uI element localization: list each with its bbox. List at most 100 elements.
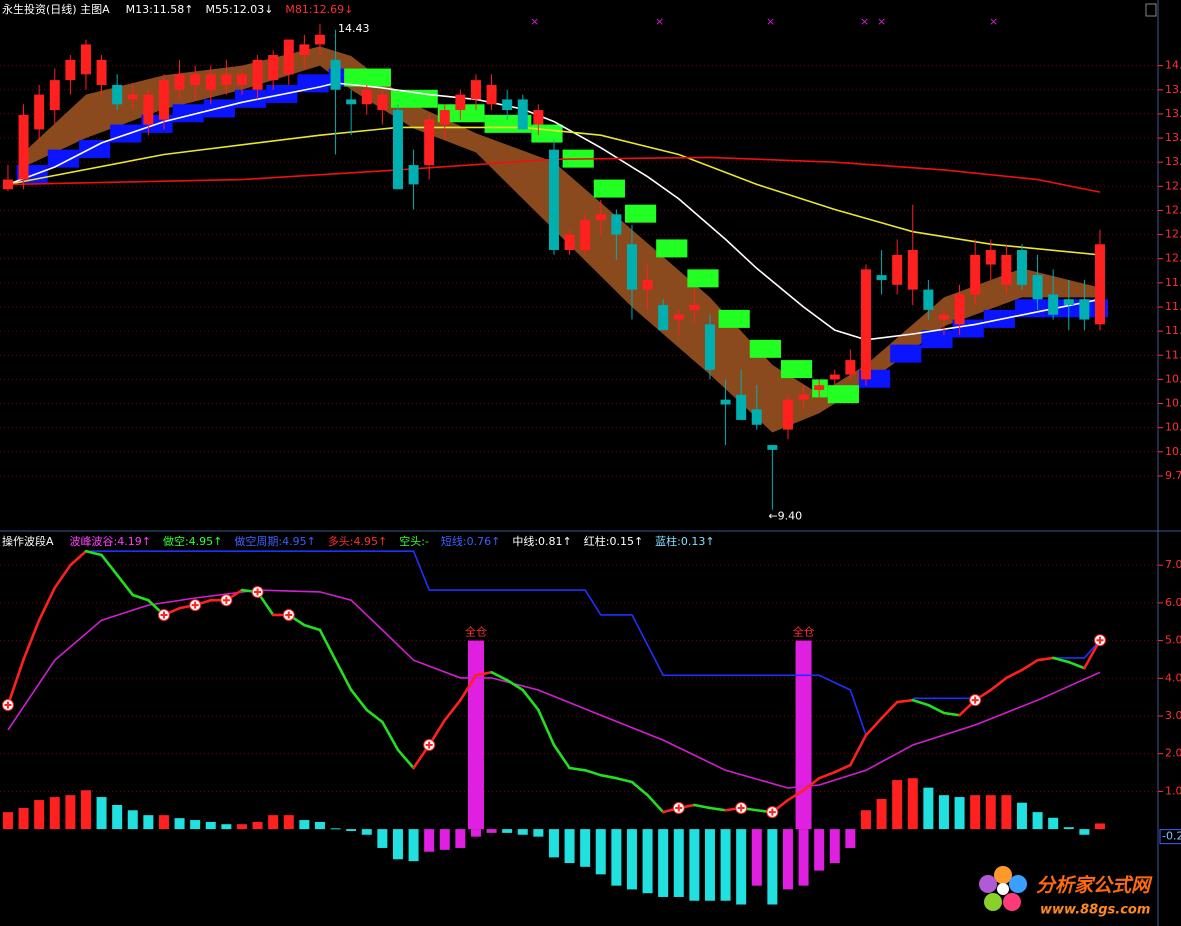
signal-line-segment [880, 700, 899, 720]
y-tick-label: 12.50 [1165, 203, 1181, 216]
histogram-bar [876, 798, 887, 830]
signal-line-segment [552, 743, 571, 770]
histogram-bar [236, 824, 247, 830]
candle-body [330, 59, 341, 90]
histogram-bar [330, 828, 341, 830]
candle-body [424, 119, 435, 166]
line-series [7, 126, 1101, 256]
histogram-bar [767, 829, 778, 905]
top-marker: × [766, 15, 775, 28]
candle-body [580, 220, 591, 251]
line-series [7, 82, 1101, 341]
band-block [780, 360, 813, 379]
signal-line-segment [69, 549, 88, 567]
candle-body [938, 314, 949, 320]
y-tick-label: 13.00 [1165, 155, 1181, 168]
histogram-bar [1063, 827, 1074, 830]
histogram-bar [626, 829, 637, 890]
legend-entry: 短线:0.76↑ [441, 534, 500, 548]
band-block [718, 309, 750, 328]
histogram-bar [18, 807, 29, 830]
top-marker: × [877, 15, 886, 28]
signal-line-segment [630, 780, 649, 797]
band-block [687, 269, 719, 288]
signal-line-segment [1005, 668, 1024, 680]
candle-body [1094, 244, 1105, 325]
signal-line-segment [708, 806, 727, 812]
candle-body [689, 305, 700, 310]
histogram-bar [174, 818, 185, 830]
histogram-bar [923, 787, 934, 830]
histogram-bar [798, 829, 809, 886]
histogram-bar [424, 829, 435, 852]
histogram-bar [127, 810, 138, 830]
candle-body [923, 289, 934, 310]
candle-body [252, 59, 263, 90]
signal-line-segment [443, 698, 462, 722]
signal-line-segment [599, 773, 618, 780]
histogram-bar [533, 829, 544, 837]
histogram-bar [611, 829, 622, 886]
line-series [7, 589, 1101, 789]
histogram-bar [392, 829, 403, 860]
logo-petal [979, 875, 997, 893]
legend-entry: 波峰波谷:4.19↑ [70, 535, 151, 548]
signal-line-segment [537, 708, 556, 747]
signal-line-segment [895, 698, 915, 704]
signal-line-segment [927, 703, 946, 715]
histogram-bar [314, 821, 325, 830]
candle-body [439, 110, 450, 125]
signal-line-segment [1051, 656, 1071, 664]
candle-body [985, 250, 996, 265]
candle-body [658, 305, 669, 331]
histogram-bar [954, 797, 965, 830]
legend-entry: 多头:4.95↑ [328, 534, 387, 548]
histogram-bar [205, 821, 216, 830]
candle-body [377, 94, 388, 111]
histogram-bar [1032, 812, 1043, 830]
candle-body [236, 74, 247, 85]
candle-body [143, 94, 154, 125]
histogram-bar [439, 829, 450, 850]
top-marker: × [655, 15, 664, 28]
candle-body [564, 234, 575, 251]
price-annotation: 14.43 [338, 22, 370, 35]
signal-label: 全仓 [793, 625, 815, 639]
band-block [624, 204, 657, 223]
panel-title: 永生投资(日线) 主图A [2, 2, 110, 16]
signal-line-segment [334, 658, 353, 692]
band-block [344, 68, 391, 87]
candle-body [1048, 294, 1059, 315]
legend-entry: M13:11.58↑ [126, 3, 194, 16]
y-tick-label: 10.00 [1165, 445, 1181, 458]
y-tick-label: 2.00 [1165, 747, 1181, 760]
y-tick-label: 10.50 [1165, 397, 1181, 410]
buy-marker-cross [222, 596, 230, 604]
signal-line-segment [365, 708, 384, 724]
logo-petal [1009, 875, 1027, 893]
histogram-bar [346, 829, 357, 831]
buy-marker-cross [285, 611, 293, 619]
candle-body [455, 94, 466, 111]
legend-entry: 空头:- [399, 534, 429, 548]
candle-body [798, 394, 809, 400]
signal-bar [467, 640, 484, 830]
signal-line-segment [131, 593, 150, 602]
histogram-bar [486, 829, 497, 833]
buy-marker-cross [191, 601, 199, 609]
candle-body [751, 409, 762, 425]
buy-marker-cross [254, 588, 262, 596]
candle-body [346, 99, 357, 105]
y-tick-label: 3.00 [1165, 709, 1181, 722]
histogram-bar [720, 829, 731, 901]
histogram-bar [564, 829, 575, 864]
candle-body [954, 294, 965, 325]
histogram-bar [361, 829, 372, 835]
window-button[interactable] [1145, 3, 1157, 17]
y-tick-label: 13.75 [1165, 83, 1181, 96]
histogram-bar [907, 778, 918, 830]
histogram-bar [673, 829, 684, 897]
y-tick-label: 12.25 [1165, 228, 1181, 241]
histogram-bar [455, 829, 466, 848]
buy-marker-cross [425, 741, 433, 749]
